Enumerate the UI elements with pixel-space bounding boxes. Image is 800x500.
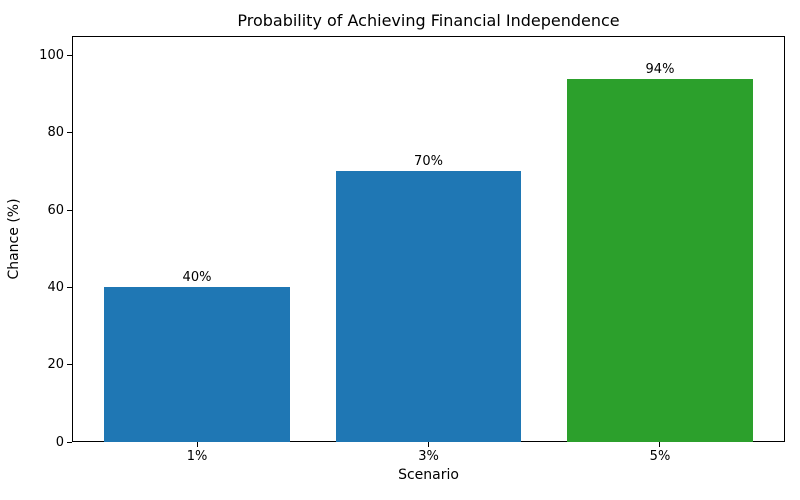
x-tick-mark (196, 442, 198, 447)
x-tick-mark (428, 442, 429, 447)
y-tick-mark (67, 286, 72, 288)
y-tick-label: 60 (47, 202, 64, 218)
x-tick-mark (659, 442, 661, 447)
x-tick-label: 1% (186, 449, 208, 464)
y-tick-label: 80 (47, 125, 64, 141)
bar-value-label: 94% (645, 61, 675, 77)
y-tick-mark (67, 132, 72, 134)
bar-value-label: 70% (414, 154, 443, 170)
y-tick-label: 40 (47, 279, 64, 295)
y-tick-mark (67, 209, 72, 211)
bar (335, 171, 522, 442)
chart-title: Probability of Achieving Financial Indep… (237, 11, 620, 30)
x-axis-label: Scenario (398, 467, 459, 483)
bar-value-label: 40% (182, 270, 212, 286)
y-tick-mark (67, 54, 72, 56)
x-tick-label: 3% (418, 449, 439, 464)
y-tick-label: 0 (55, 434, 64, 450)
y-tick-label: 20 (47, 357, 64, 373)
y-tick-mark (67, 441, 72, 443)
x-tick-label: 5% (649, 449, 671, 464)
bar (104, 287, 290, 442)
y-axis-label: Chance (%) (6, 198, 22, 280)
bar (567, 78, 753, 442)
y-tick-label: 100 (39, 47, 64, 63)
y-tick-mark (67, 364, 72, 366)
